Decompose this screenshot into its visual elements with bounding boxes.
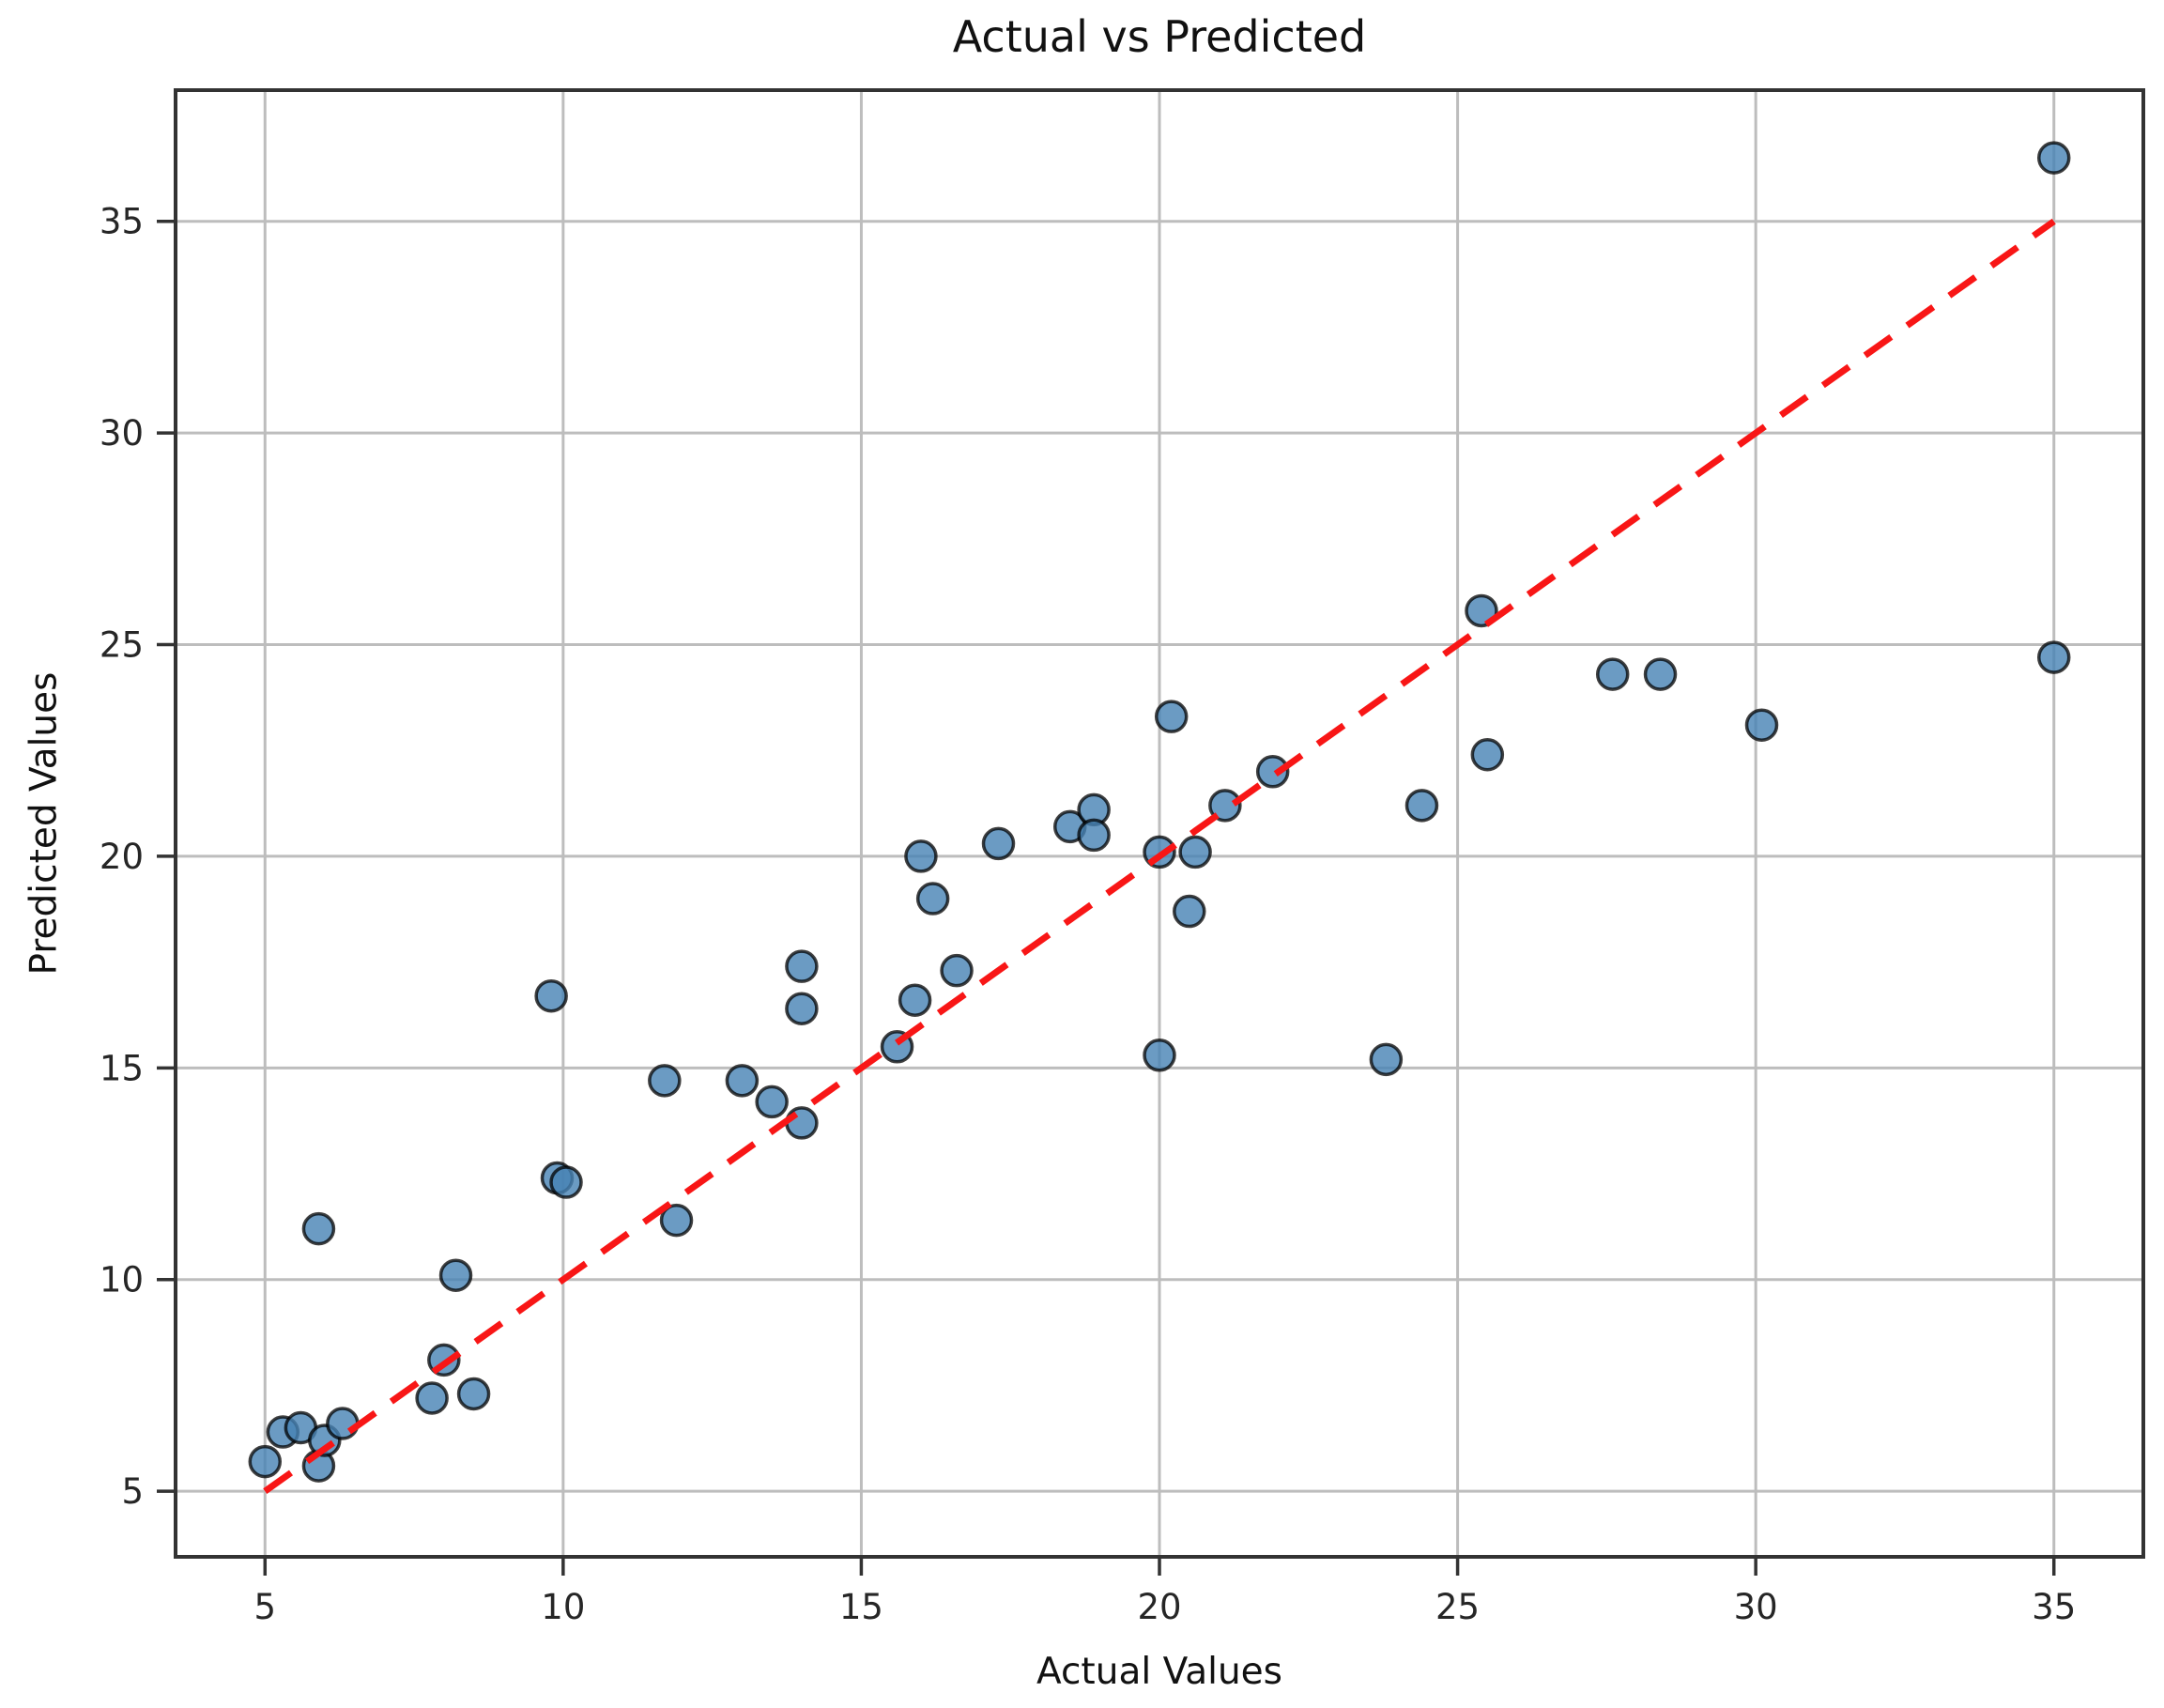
scatter-point — [1643, 657, 1678, 691]
scatter-point — [248, 1444, 283, 1479]
x-tick-label: 35 — [2032, 1587, 2076, 1627]
scatter-point — [915, 882, 950, 916]
scatter-point — [415, 1381, 449, 1415]
scatter-point — [785, 992, 819, 1025]
scatter-point — [648, 1064, 682, 1098]
x-tick-label: 5 — [253, 1587, 276, 1627]
scatter-point — [1173, 894, 1206, 929]
y-tick-label: 30 — [100, 413, 144, 454]
scatter-point — [2036, 640, 2071, 674]
scatter-point — [1255, 755, 1290, 789]
scatter-point — [301, 1211, 336, 1246]
scatter-point — [785, 949, 819, 983]
y-tick-label: 25 — [100, 625, 144, 666]
y-axis-label: Predicted Values — [23, 671, 66, 976]
x-tick-label: 15 — [839, 1587, 883, 1627]
x-tick-label: 30 — [1734, 1587, 1778, 1627]
scatter-point — [904, 839, 938, 873]
scatter-point — [785, 1106, 819, 1140]
scatter-point — [1369, 1042, 1404, 1077]
scatter-point — [1744, 708, 1779, 742]
scatter-point — [1595, 657, 1630, 691]
scatter-point — [1143, 1039, 1176, 1072]
scatter-point — [898, 983, 932, 1017]
x-tick-label: 10 — [541, 1587, 585, 1627]
x-axis-label: Actual Values — [1036, 1651, 1282, 1693]
identity-line — [263, 218, 2056, 1494]
y-tick-label: 35 — [100, 202, 144, 242]
scatter-point — [659, 1203, 694, 1238]
scatter-point — [456, 1377, 491, 1411]
x-tick-label: 20 — [1137, 1587, 1181, 1627]
x-tick-label: 25 — [1435, 1587, 1480, 1627]
scatter-point — [940, 953, 974, 988]
scatter-point — [1208, 789, 1242, 823]
scatter-point — [2036, 141, 2071, 175]
scatter-point — [1154, 700, 1189, 733]
scatter-point — [549, 1165, 583, 1199]
scatter-point — [1077, 818, 1111, 853]
y-tick-label: 10 — [100, 1260, 144, 1300]
scatter-point — [725, 1064, 760, 1098]
y-tick-label: 20 — [100, 837, 144, 877]
y-tick-label: 5 — [121, 1471, 144, 1512]
chart-title: Actual vs Predicted — [952, 11, 1367, 62]
scatter-point — [1470, 737, 1505, 772]
y-tick-label: 15 — [100, 1048, 144, 1088]
scatter-point — [1465, 593, 1498, 628]
scatter-point — [534, 978, 568, 1013]
scatter-point — [981, 826, 1016, 861]
scatter-point — [1404, 789, 1439, 823]
scatter-point — [1178, 835, 1212, 869]
scatter-point — [755, 1085, 789, 1119]
scatter-point — [438, 1258, 473, 1292]
scatter-point — [326, 1407, 360, 1440]
